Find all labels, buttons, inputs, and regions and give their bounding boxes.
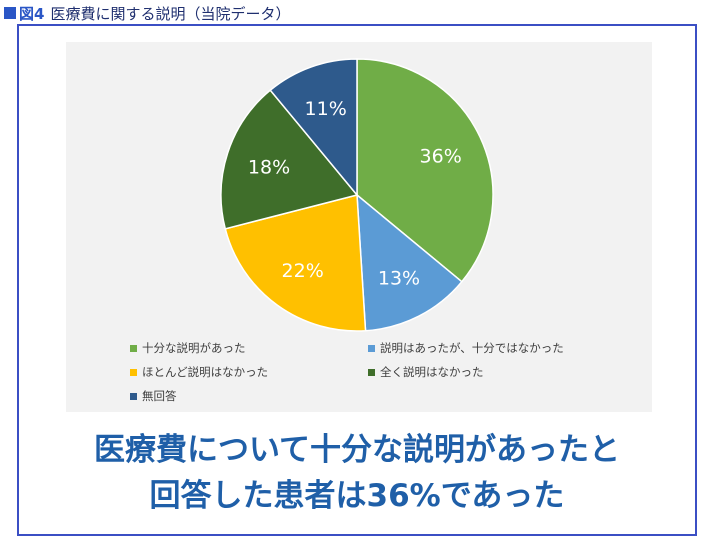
slice-percent-label: 11% <box>305 98 347 120</box>
legend-label: 無回答 <box>142 389 177 403</box>
figure-marker-icon <box>4 7 16 19</box>
figure-label: 図4 <box>19 4 45 23</box>
chart-area: 36% 13% 22% 18% 11% <box>66 42 652 412</box>
legend-item: 十分な説明があった <box>130 340 246 356</box>
slice-little <box>224 194 367 332</box>
legend-swatch <box>368 344 375 352</box>
legend-label: 十分な説明があった <box>142 341 246 355</box>
slice-percent-label: 36% <box>420 146 462 168</box>
slice-none <box>220 89 359 230</box>
slice-sufficient <box>356 58 494 283</box>
legend-item: ほとんど説明はなかった <box>130 364 268 380</box>
figure-header: 図4 医療費に関する説明（当院データ） <box>4 2 290 24</box>
slice-percent-label: 13% <box>378 267 420 289</box>
legend-item: 説明はあったが、十分ではなかった <box>368 340 564 356</box>
legend-item: 無回答 <box>130 388 177 404</box>
legend-label: 説明はあったが、十分ではなかった <box>380 341 564 355</box>
pie-chart: 36% 13% 22% 18% 11% <box>220 58 494 332</box>
legend-item: 全く説明はなかった <box>368 364 484 380</box>
legend-swatch <box>130 344 137 352</box>
slice-percent-label: 22% <box>282 260 324 282</box>
conclusion-line-2: 回答した患者は36%であった <box>149 478 565 514</box>
legend-swatch <box>130 368 137 376</box>
legend-swatch <box>368 368 375 376</box>
slice-no-answer <box>269 58 358 198</box>
legend-swatch <box>130 392 137 400</box>
conclusion-line-1: 医療費について十分な説明があったと <box>93 432 621 468</box>
figure-title: 医療費に関する説明（当院データ） <box>50 4 291 23</box>
slice-percent-label: 18% <box>248 156 290 178</box>
legend-label: ほとんど説明はなかった <box>142 365 269 379</box>
figure-frame <box>17 24 697 536</box>
slice-insufficient <box>356 193 463 332</box>
legend-label: 全く説明はなかった <box>380 365 484 379</box>
